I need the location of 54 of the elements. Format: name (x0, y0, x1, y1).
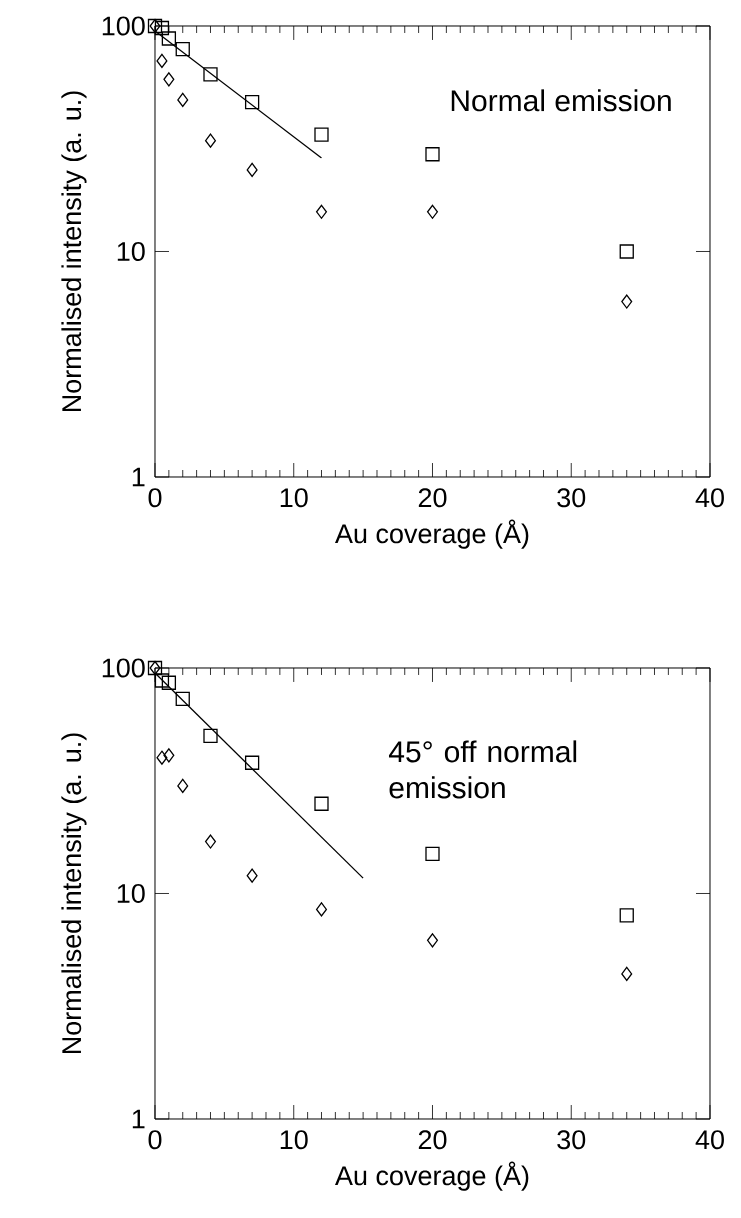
point (204, 834, 217, 849)
point (203, 728, 218, 744)
point (619, 244, 634, 259)
y-tick-label: 100 (102, 658, 145, 678)
point (154, 673, 170, 688)
point (619, 908, 634, 923)
x-axis-title: Au coverage (Å) (335, 519, 529, 549)
point (177, 778, 189, 794)
x-axis-title: Au coverage (Å) (335, 1161, 529, 1191)
point (314, 127, 329, 142)
point (204, 133, 217, 148)
point (315, 204, 328, 219)
point (426, 204, 439, 219)
point (425, 846, 440, 861)
point (246, 162, 258, 178)
y-tick-label: 100 (102, 16, 145, 36)
x-tick-label: 0 (148, 488, 162, 508)
y-tick-label: 10 (117, 883, 145, 904)
y-tick-label: 1 (132, 467, 145, 487)
point (161, 31, 177, 46)
point (163, 72, 175, 87)
point (314, 796, 329, 811)
point (621, 294, 633, 309)
point (163, 748, 175, 763)
point (621, 966, 633, 982)
annotation: Normal emission (451, 89, 671, 112)
point (156, 53, 168, 69)
point (244, 755, 260, 770)
y-axis-title: Normalised intensity (a. u.) (61, 91, 87, 412)
point (175, 691, 190, 706)
y-tick-label: 1 (132, 1109, 145, 1129)
point (315, 902, 328, 917)
x-tick-label: 30 (557, 488, 586, 508)
x-tick-label: 20 (418, 488, 447, 508)
point (177, 92, 189, 108)
x-tick-label: 0 (148, 1130, 162, 1150)
x-tick-label: 10 (280, 1130, 308, 1150)
x-tick-label: 30 (557, 1130, 586, 1150)
x-tick-label: 10 (280, 488, 308, 508)
x-tick-label: 20 (418, 1130, 447, 1150)
point (175, 41, 190, 57)
x-tick-label: 40 (695, 1130, 724, 1150)
point (203, 67, 218, 82)
point (246, 868, 258, 883)
point (156, 750, 168, 765)
x-tick-label: 40 (695, 488, 724, 508)
point (425, 147, 440, 162)
y-tick-label: 10 (117, 241, 145, 262)
point (154, 20, 170, 36)
annotation: 45° off normal emission (388, 740, 577, 799)
point (426, 933, 439, 948)
point (161, 675, 177, 690)
y-axis-title: Normalised intensity (a. u.) (61, 733, 87, 1054)
point (244, 94, 260, 110)
